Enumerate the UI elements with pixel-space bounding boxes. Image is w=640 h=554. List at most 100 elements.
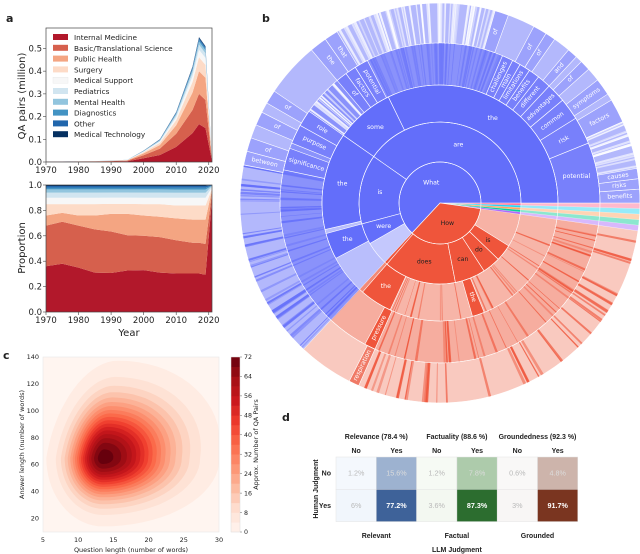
sunburst-leaf-sliver <box>568 297 602 323</box>
colorbar-band <box>231 425 240 436</box>
legend-swatch <box>53 88 68 94</box>
sunburst-leaf-sliver <box>307 269 343 295</box>
sunburst-leaf-sliver <box>399 47 412 89</box>
sunburst-leaf-sliver <box>536 329 564 363</box>
sunburst-leaf-sliver <box>440 43 444 86</box>
c-xtick-label: 10 <box>74 536 82 544</box>
sunburst-leaf-sliver <box>397 48 410 90</box>
c-xtick-label: 25 <box>180 536 188 544</box>
c-ytick-label: 140 <box>27 353 39 361</box>
sunburst-leaf-sliver <box>280 212 323 217</box>
sunburst-label: How <box>441 220 455 227</box>
sunburst-label: some <box>367 124 384 131</box>
sunburst-leaf-sliver <box>326 88 358 120</box>
colorbar-tick-label: 72 <box>244 354 252 361</box>
sunburst-leaf-sliver <box>589 131 628 147</box>
a-bottom-xtick-label: 1990 <box>100 316 122 326</box>
a-bottom-area-mental-health <box>46 185 212 193</box>
column-header: Yes <box>552 448 564 455</box>
a-bottom-xtick-label: 2000 <box>133 316 155 326</box>
row-axis-label: Human Judgment <box>313 459 320 519</box>
sunburst-leaf-sliver <box>508 246 540 267</box>
sunburst-leaf-sliver <box>240 200 281 202</box>
colorbar-band <box>231 463 240 474</box>
sunburst-leaf-sliver <box>283 226 325 237</box>
colorbar-band <box>231 376 240 387</box>
sunburst-leaf-sliver <box>404 280 416 316</box>
sunburst-leaf-sliver <box>315 101 349 130</box>
row-label: Yes <box>319 503 331 510</box>
legend-swatch <box>53 44 68 51</box>
sunburst-leaf-sliver <box>384 10 398 50</box>
sunburst-leaf-sliver <box>435 43 438 86</box>
sunburst-leaf-sliver <box>577 283 613 306</box>
sunburst-leaf-sliver <box>537 267 574 293</box>
colorbar-tick-label: 24 <box>244 471 252 478</box>
table-cell-value: 87.3% <box>467 501 488 510</box>
sunburst-label: the <box>342 236 352 243</box>
sunburst-leaf-sliver <box>240 194 281 198</box>
column-header: No <box>513 448 522 455</box>
sunburst-leaf-sliver <box>319 96 352 126</box>
sunburst-leaf-sliver <box>408 5 417 45</box>
a-bottom-area-public-health <box>46 189 212 244</box>
sunburst-leaf-sliver <box>436 362 438 403</box>
sunburst-leaf-sliver <box>280 184 323 191</box>
sunburst-leaf-sliver <box>369 58 390 98</box>
sunburst-leaf-sliver <box>413 45 422 87</box>
sunburst-leaf-sliver <box>439 283 441 321</box>
sunburst-leaf-sliver <box>389 50 405 92</box>
sunburst-leaf-sliver <box>343 26 365 63</box>
group-title: Relevance (78.4 %) <box>345 434 408 441</box>
sunburst-leaf-sliver <box>472 316 486 357</box>
a-top-axes-frame <box>45 27 213 163</box>
sunburst-leaf-sliver <box>488 310 507 349</box>
sunburst-leaf-sliver <box>282 172 325 182</box>
sunburst-leaf-sliver <box>444 362 448 403</box>
sunburst-leaf-sliver <box>515 231 551 247</box>
sunburst-leaf-sliver <box>592 250 632 264</box>
sunburst-leaf-sliver <box>555 226 597 237</box>
a-bottom-xtick-label: 2020 <box>198 316 220 326</box>
a-top-xtick-label: 1990 <box>100 166 122 176</box>
sunburst-leaf-sliver <box>464 46 475 88</box>
sunburst-leaf-sliver <box>409 281 421 318</box>
sunburst-leaf-sliver <box>351 22 371 60</box>
sunburst-leaf-sliver <box>378 12 393 51</box>
sunburst-leaf-sliver <box>546 251 586 271</box>
sunburst-leaf-sliver <box>468 6 478 46</box>
panel-label-b: b <box>262 12 270 25</box>
sunburst-leaf-sliver <box>302 263 340 287</box>
sunburst-leaf-sliver <box>243 165 283 175</box>
sunburst-label: is <box>377 189 382 196</box>
sunburst-leaf-sliver <box>444 320 448 363</box>
sunburst-leaf-sliver <box>471 7 482 47</box>
sunburst-leaf-sliver <box>282 172 325 182</box>
table-cell <box>496 489 538 522</box>
c-axes-frame <box>42 356 220 533</box>
sunburst-leaf-sliver <box>480 52 496 93</box>
sunburst-label: do <box>475 247 483 254</box>
sunburst-leaf-sliver <box>468 317 480 359</box>
legend-swatch <box>53 98 68 105</box>
a-bottom-xtick-label: 1980 <box>68 316 90 326</box>
table-cell-value: 0.6% <box>509 469 526 478</box>
a-bottom-ytick-label: 0.4 <box>28 257 42 267</box>
sunburst-leaf-sliver <box>465 5 473 46</box>
sunburst-leaf-sliver <box>482 10 496 50</box>
sunburst-leaf-sliver <box>242 227 282 235</box>
legend-label: Diagnostics <box>74 109 117 118</box>
panel-a-area-charts: 0.0 0.1 0.2 0.3 0.4 0.5 1970 1980 1990 2000 2010 20… <box>17 27 220 339</box>
sunburst-leaf-sliver <box>573 288 609 313</box>
sunburst-leaf-sliver <box>415 4 422 45</box>
sunburst-leaf-sliver <box>437 2 441 44</box>
c-xtick-label: 15 <box>109 536 117 544</box>
legend-swatch <box>53 55 68 62</box>
sunburst-leaf-sliver <box>425 362 430 403</box>
sunburst-leaf-sliver <box>475 275 494 309</box>
sunburst-leaf-sliver <box>383 52 400 93</box>
sunburst-leaf-sliver <box>272 290 307 315</box>
sunburst-leaf-sliver <box>471 6 482 47</box>
